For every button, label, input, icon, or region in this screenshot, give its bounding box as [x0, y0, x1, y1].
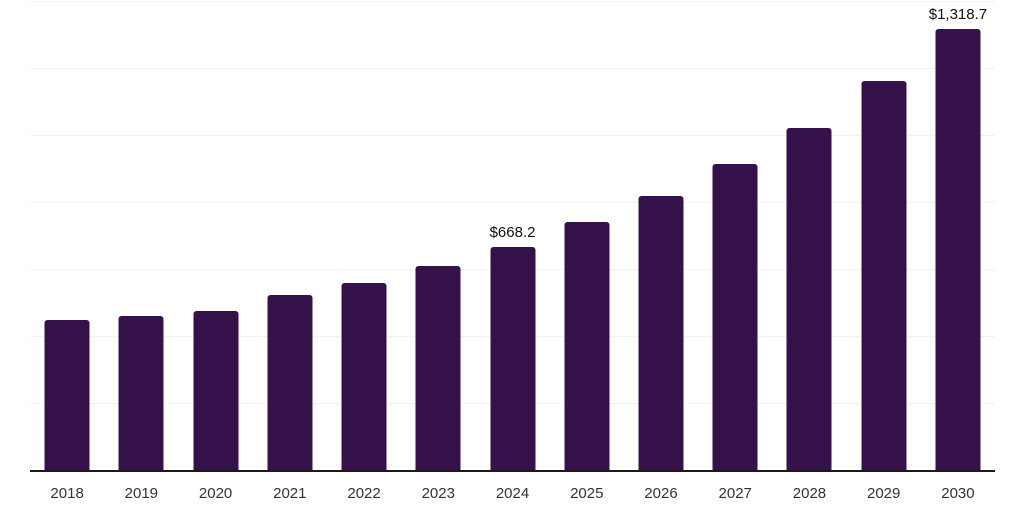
- x-tick-label-2021: 2021: [273, 485, 307, 502]
- bar-2021: [267, 295, 313, 471]
- band-2030: $1,318.7: [921, 2, 995, 471]
- band-2023: [401, 2, 475, 471]
- gridline-1400: [30, 1, 995, 2]
- bar-value-label-2024: $668.2: [489, 224, 536, 242]
- x-tick-label-2019: 2019: [124, 485, 159, 502]
- x-tick-label-2029: 2029: [867, 485, 901, 502]
- gridline-1200: [30, 68, 995, 69]
- band-2022: [327, 2, 401, 471]
- bar-2028: [786, 127, 832, 471]
- band-2027: [698, 2, 772, 471]
- x-tick-label-2024: 2024: [495, 485, 530, 502]
- plot-area: $668.2 $1,318.7: [30, 1, 995, 471]
- x-tick-label-2027: 2027: [718, 485, 752, 502]
- x-tick-label-2022: 2022: [347, 485, 381, 502]
- bar-2024: [490, 247, 536, 471]
- band-2028: [772, 2, 846, 471]
- x-axis-labels: 2018 2019 2020 2021 2022 2023 2024 2025 2026 2027…: [30, 485, 995, 502]
- bar-2022: [341, 283, 387, 471]
- band-2026: [624, 2, 698, 471]
- bar-2019: [118, 315, 164, 471]
- bar-2023: [415, 266, 461, 471]
- bar-2027: [712, 164, 758, 471]
- bar-2029: [861, 81, 907, 471]
- bar-bands: $668.2 $1,318.7: [30, 2, 995, 471]
- x-axis-line: [30, 470, 995, 472]
- bar-2020: [193, 311, 239, 471]
- band-2018: [30, 2, 104, 471]
- band-2025: [550, 2, 624, 471]
- band-2029: [847, 2, 921, 471]
- bar-2025: [564, 222, 610, 471]
- band-2020: [178, 2, 252, 471]
- band-2021: [253, 2, 327, 471]
- x-tick-label-2018: 2018: [50, 485, 84, 502]
- bar-2030: [935, 29, 981, 471]
- gridline-1000: [30, 135, 995, 136]
- band-2024: $668.2: [475, 2, 549, 471]
- x-tick-label-2026: 2026: [644, 485, 678, 502]
- bar-2026: [638, 196, 684, 471]
- x-tick-label-2023: 2023: [421, 485, 455, 502]
- x-tick-label-2028: 2028: [792, 485, 827, 502]
- x-tick-label-2025: 2025: [570, 485, 604, 502]
- band-2019: [104, 2, 178, 471]
- bar-2018: [44, 319, 90, 471]
- x-tick-label-2030: 2030: [941, 485, 975, 502]
- gridline-800: [30, 202, 995, 203]
- bar-value-label-2030: $1,318.7: [928, 6, 988, 24]
- x-tick-label-2020: 2020: [198, 485, 233, 502]
